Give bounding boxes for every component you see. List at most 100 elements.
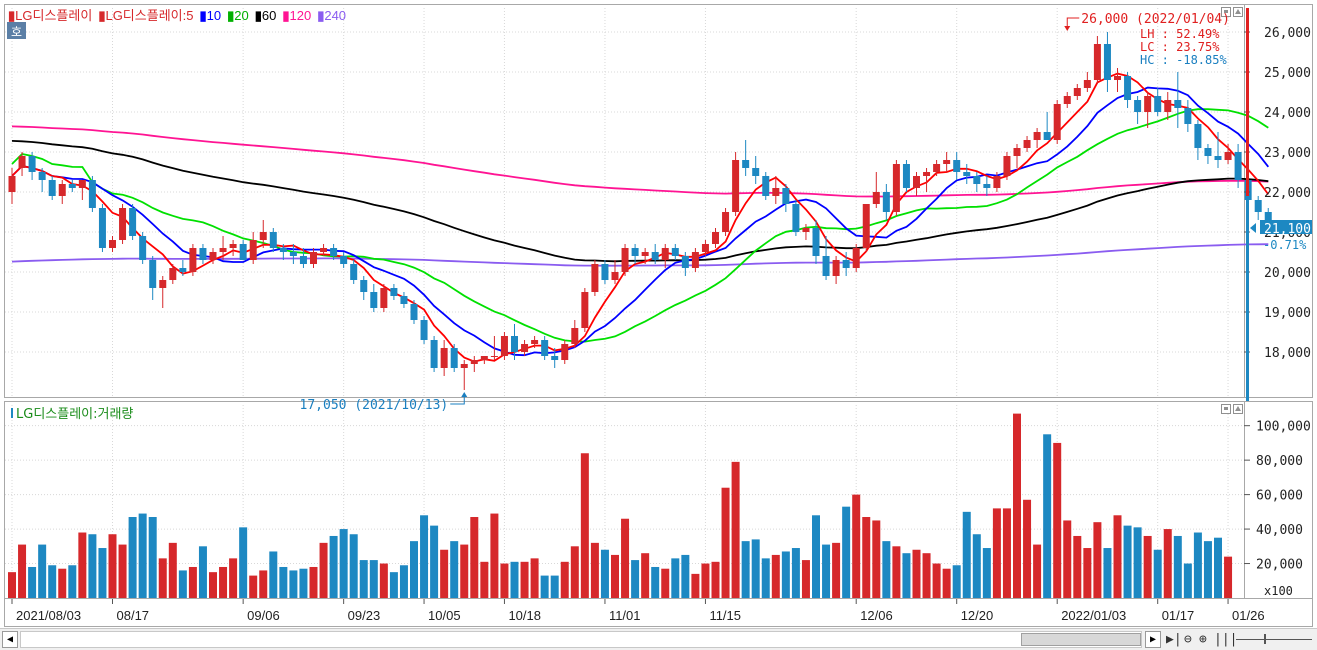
candle-body [581, 292, 589, 328]
volume-bar [279, 566, 288, 598]
volume-bar [500, 563, 509, 598]
candle-body [269, 232, 277, 248]
zoom-slider[interactable] [1236, 639, 1312, 640]
volume-bar [801, 560, 810, 598]
volume-bar [1013, 413, 1021, 598]
volume-bar [621, 518, 630, 598]
candle-body [209, 252, 217, 260]
volume-bar [209, 572, 217, 598]
zoom-in-icon[interactable]: ⊕ [1199, 632, 1207, 647]
candle-body [521, 344, 529, 352]
candle-body [1083, 80, 1091, 88]
current-price-arrow [1250, 223, 1256, 233]
candle-body [852, 248, 860, 268]
bar-count-icon[interactable]: ||| [1214, 632, 1238, 647]
volume-panel-buttons[interactable] [1221, 404, 1243, 414]
candle-body [410, 304, 418, 320]
volume-bar [972, 534, 981, 598]
volume-bars[interactable] [8, 413, 1233, 598]
candle-body [822, 256, 830, 276]
date-tick-label: 11/01 [609, 608, 641, 623]
candle-body [842, 260, 850, 268]
volume-bar [58, 568, 67, 598]
candle-body [782, 188, 790, 204]
volume-tick-label: 40,000 [1256, 523, 1303, 538]
zoom-out-icon[interactable]: ⊖ [1184, 632, 1192, 647]
scroll-left-button[interactable]: ◀ [2, 631, 18, 648]
volume-bar [68, 565, 77, 598]
chart-scrollbar[interactable]: ◀ ▶ ▶| ⊖ ⊕ ||| [0, 628, 1317, 650]
zoom-slider-handle[interactable] [1264, 634, 1266, 644]
scroll-track[interactable] [20, 631, 1142, 648]
ma60-line [11, 140, 1269, 263]
volume-bar [872, 520, 881, 598]
scroll-thumb[interactable] [1021, 633, 1141, 646]
candle-body [933, 164, 941, 172]
candle-body [340, 256, 348, 264]
volume-bar [1183, 563, 1192, 598]
price-panel-buttons[interactable] [1221, 7, 1243, 17]
candle-body [983, 184, 991, 188]
date-tick-label: 12/06 [860, 608, 893, 623]
stat-annotation: LH : 52.49% [1140, 27, 1220, 41]
scroll-right-button[interactable]: ▶ [1145, 631, 1161, 648]
candle-body [601, 264, 609, 280]
candle-body [651, 252, 659, 260]
candle-body [882, 192, 890, 212]
volume-bar [580, 453, 589, 598]
candle-body [139, 236, 147, 260]
candle-body [48, 180, 56, 196]
candle-body [993, 176, 1001, 188]
volume-bar [168, 542, 177, 598]
volume-bar [600, 549, 609, 598]
stock-chart[interactable]: 26,00025,00024,00023,00022,00021,00020,0… [0, 0, 1317, 628]
volume-bar [661, 568, 670, 598]
volume-bar [942, 568, 951, 598]
volume-bar [88, 534, 97, 598]
volume-bar [952, 565, 961, 598]
volume-bar [540, 575, 549, 598]
volume-bar [1173, 535, 1182, 598]
candle-body [712, 232, 719, 244]
volume-bar [550, 575, 559, 598]
low-marker-arrow [461, 392, 468, 397]
candle-body [189, 248, 197, 272]
price-tick-label: 25,000 [1264, 66, 1311, 81]
stat-annotation: LC : 23.75% [1140, 40, 1220, 54]
candle-body [913, 176, 920, 188]
candle-body [1224, 152, 1232, 160]
volume-bar [1103, 548, 1112, 598]
candle-body [1234, 152, 1242, 180]
price-panel[interactable] [4, 4, 1245, 398]
candle-body [1013, 148, 1021, 156]
candle-body [1043, 132, 1051, 140]
go-latest-icon[interactable]: ▶| [1166, 632, 1182, 647]
candle-body [1023, 140, 1031, 148]
candle-body [772, 188, 780, 196]
volume-bar [1073, 535, 1082, 598]
candle-body [611, 272, 619, 280]
candle-body [792, 204, 800, 232]
current-price-change: -0.71% [1263, 238, 1307, 252]
volume-bar [791, 548, 800, 598]
volume-bar [1153, 549, 1162, 598]
volume-bar [379, 563, 388, 598]
quote-badge-box[interactable] [7, 22, 26, 39]
candle-body [360, 280, 368, 292]
candle-body [179, 268, 187, 272]
date-tick-label: 09/06 [247, 608, 280, 623]
candle-body [1204, 148, 1212, 156]
candle-body [591, 264, 599, 292]
volume-bar [1123, 525, 1132, 598]
price-tick-label: 26,000 [1264, 26, 1311, 41]
legend-item: 120 [289, 8, 311, 23]
volume-bar [701, 563, 710, 598]
candle-body [219, 248, 227, 252]
volume-bar [349, 534, 358, 598]
volume-bar [299, 568, 308, 598]
volume-tick-label: 60,000 [1256, 489, 1303, 504]
candle-body [1063, 96, 1071, 104]
date-tick-label: 01/26 [1232, 608, 1265, 623]
candle-body [621, 248, 629, 272]
high-annotation: 26,000 (2022/01/04) [1081, 12, 1230, 27]
